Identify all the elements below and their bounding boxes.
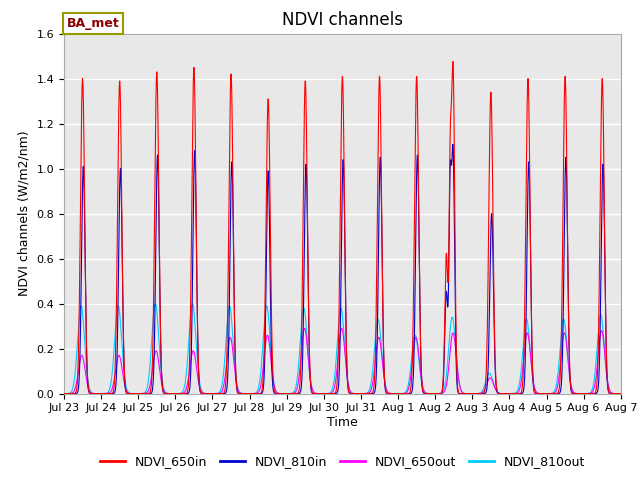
NDVI_650in [499,391,506,396]
NDVI_650in [269,357,276,363]
NDVI_650in [468,391,476,396]
Line: NDVI_810out: NDVI_810out [64,304,621,394]
Legend: NDVI_650in, NDVI_810in, NDVI_650out, NDVI_810out: NDVI_650in, NDVI_810in, NDVI_650out, NDV… [95,450,590,473]
NDVI_650in [617,391,625,396]
NDVI_810in [419,390,427,396]
Line: NDVI_810in: NDVI_810in [64,144,621,394]
NDVI_810in [449,142,457,147]
NDVI_650in [60,391,68,396]
NDVI_650out [60,391,68,396]
NDVI_810out [615,391,623,396]
NDVI_810in [173,391,181,396]
X-axis label: Time: Time [327,416,358,429]
NDVI_650out [173,391,181,396]
NDVI_810out [179,388,187,394]
NDVI_650in [419,389,427,395]
NDVI_650in [173,391,181,396]
NDVI_810in [617,391,625,396]
NDVI_810in [269,378,276,384]
NDVI_810in [468,391,476,396]
NDVI_650in [449,59,457,64]
NDVI_810in [60,391,68,396]
NDVI_650out [419,386,427,392]
NDVI_650out [615,391,623,396]
NDVI_810out [617,391,625,396]
Line: NDVI_650out: NDVI_650out [64,328,621,394]
NDVI_650out [179,390,187,396]
NDVI_650out [617,391,625,396]
NDVI_650in [615,391,623,396]
NDVI_650out [301,325,308,331]
Title: NDVI channels: NDVI channels [282,11,403,29]
NDVI_810out [60,391,68,396]
NDVI_810in [615,391,623,396]
NDVI_650out [499,391,506,396]
Line: NDVI_650in: NDVI_650in [64,61,621,394]
NDVI_810out [499,391,506,396]
NDVI_650in [179,391,187,396]
NDVI_810out [269,368,276,374]
NDVI_650out [269,372,276,377]
NDVI_810out [173,391,181,396]
NDVI_810in [179,391,187,396]
NDVI_810out [152,301,159,307]
Text: BA_met: BA_met [67,17,120,30]
Y-axis label: NDVI channels (W/m2/nm): NDVI channels (W/m2/nm) [18,131,31,297]
NDVI_810out [419,387,427,393]
NDVI_810in [499,391,506,396]
